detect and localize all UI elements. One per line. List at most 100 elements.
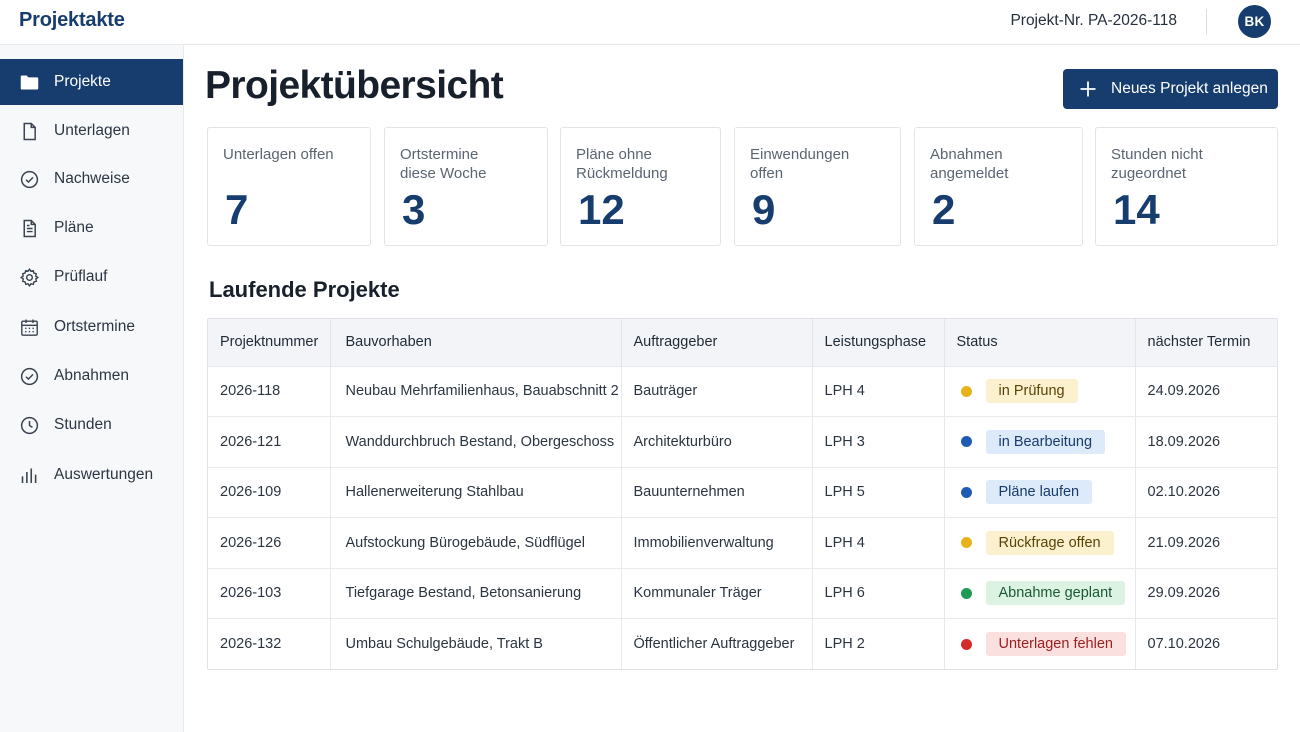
page-title: Projektübersicht	[205, 64, 504, 107]
status-dot-icon	[960, 537, 972, 549]
kpi-value: 2	[932, 186, 956, 233]
column-header-auftraggeber[interactable]: Auftraggeber	[621, 319, 813, 366]
check-circle-icon	[18, 168, 40, 190]
new-project-button[interactable]: Neues Projekt anlegen	[1063, 69, 1278, 109]
cell-naechster-termin: 21.09.2026	[1135, 517, 1277, 568]
kpi-value: 7	[225, 186, 249, 233]
column-header-projektnummer[interactable]: Projektnummer	[208, 319, 331, 366]
kpi-value: 3	[402, 186, 426, 233]
table-row[interactable]: 2026-109 Hallenerweiterung Stahlbau Bauunt…	[208, 466, 1277, 518]
cell-projektnummer: 2026-118	[208, 365, 331, 417]
cell-status: Abnahme geplant	[944, 567, 1136, 619]
kpi-value: 14	[1113, 186, 1160, 233]
status-dot-icon	[960, 385, 972, 397]
cell-status: in Bearbeitung	[944, 416, 1136, 467]
cell-naechster-termin: 02.10.2026	[1135, 466, 1277, 518]
kpi-card-plaene[interactable]: Pläne ohne Rückmeldung 12	[560, 127, 721, 246]
status-badge: Pläne laufen	[985, 480, 1093, 505]
status-dot-icon	[960, 486, 972, 498]
main-content: Projektübersicht Neues Projekt anlegen U…	[184, 45, 1300, 732]
table-row[interactable]: 2026-126 Aufstockung Bürogebäude, Südflüg…	[208, 517, 1277, 568]
cell-bauvorhaben: Tiefgarage Bestand, Betonsanierung	[330, 567, 622, 619]
cell-leistungsphase: LPH 4	[812, 517, 945, 568]
plus-icon	[1077, 78, 1099, 100]
sidebar-item-prueflauf[interactable]: Prüflauf	[0, 254, 183, 300]
cell-leistungsphase: LPH 2	[812, 618, 945, 669]
kpi-label: Ortstermine diese Woche	[400, 146, 487, 182]
section-title: Laufende Projekte	[209, 277, 400, 302]
sidebar: Projekte Unterlagen Nachweise Pläne Prüf…	[0, 45, 184, 732]
table-row[interactable]: 2026-121 Wanddurchbruch Bestand, Obergesc…	[208, 416, 1277, 467]
column-header-status[interactable]: Status	[944, 319, 1136, 366]
cell-bauvorhaben: Wanddurchbruch Bestand, Obergeschoss	[330, 416, 622, 467]
cell-projektnummer: 2026-109	[208, 466, 331, 518]
cell-projektnummer: 2026-126	[208, 517, 331, 568]
kpi-label: Stunden nicht zugeordnet	[1111, 146, 1203, 182]
project-number: Projekt-Nr. PA-2026-118	[1010, 12, 1177, 29]
sidebar-item-abnahmen[interactable]: Abnahmen	[0, 353, 183, 399]
kpi-card-einwendungen[interactable]: Einwendungen offen 9	[734, 127, 901, 246]
status-badge: Abnahme geplant	[985, 581, 1126, 606]
cell-status: in Prüfung	[944, 365, 1136, 417]
bar-chart-icon	[18, 464, 40, 486]
sidebar-item-projekte[interactable]: Projekte	[0, 59, 183, 105]
sidebar-item-plaene[interactable]: Pläne	[0, 205, 183, 251]
kpi-label: Einwendungen offen	[750, 146, 850, 182]
cell-naechster-termin: 24.09.2026	[1135, 365, 1277, 417]
avatar[interactable]: BK	[1238, 5, 1271, 38]
cell-auftraggeber: Architekturbüro	[621, 416, 813, 467]
kpi-label: Pläne ohne Rückmeldung	[576, 146, 668, 182]
app-title[interactable]: Projektakte	[19, 9, 125, 31]
status-badge: Unterlagen fehlen	[985, 632, 1126, 656]
table-row[interactable]: 2026-132 Umbau Schulgebäude, Trakt B Öffen…	[208, 618, 1277, 669]
column-header-leistungsphase[interactable]: Leistungsphase	[812, 319, 945, 366]
cell-auftraggeber: Immobilienverwaltung	[621, 517, 813, 568]
table-row[interactable]: 2026-118 Neubau Mehrfamilienhaus, Bauabsc…	[208, 365, 1277, 417]
status-badge: in Prüfung	[985, 379, 1078, 404]
column-header-naechster-termin[interactable]: nächster Termin	[1147, 334, 1251, 351]
kpi-card-stunden[interactable]: Stunden nicht zugeordnet 14	[1095, 127, 1278, 246]
kpi-card-abnahmen[interactable]: Abnahmen angemeldet 2	[914, 127, 1083, 246]
cell-projektnummer: 2026-132	[208, 618, 331, 669]
sidebar-item-label: Abnahmen	[54, 367, 129, 384]
table-row[interactable]: 2026-103 Tiefgarage Bestand, Betonsanieru…	[208, 567, 1277, 619]
sidebar-item-label: Auswertungen	[54, 466, 154, 483]
sidebar-item-label: Nachweise	[54, 170, 130, 187]
projects-table: Projektnummer Bauvorhaben Auftraggeber L…	[207, 318, 1278, 670]
column-header-bauvorhaben[interactable]: Bauvorhaben	[330, 319, 622, 366]
cell-bauvorhaben: Umbau Schulgebäude, Trakt B	[330, 618, 622, 669]
folder-icon	[18, 71, 40, 93]
cell-status: Rückfrage offen	[944, 517, 1136, 568]
status-dot-icon	[960, 638, 972, 650]
sidebar-item-auswertungen[interactable]: Auswertungen	[0, 452, 183, 498]
status-badge: Rückfrage offen	[985, 530, 1114, 555]
sidebar-item-ortstermine[interactable]: Ortstermine	[0, 304, 183, 350]
cell-bauvorhaben: Aufstockung Bürogebäude, Südflügel	[330, 517, 622, 568]
calendar-icon	[18, 316, 40, 338]
divider	[1206, 9, 1207, 35]
cell-naechster-termin: 07.10.2026	[1135, 618, 1277, 669]
cell-status: Pläne laufen	[944, 466, 1136, 518]
status-badge: in Bearbeitung	[985, 429, 1106, 454]
sidebar-item-label: Unterlagen	[54, 122, 130, 139]
sidebar-item-stunden[interactable]: Stunden	[0, 402, 183, 448]
kpi-label: Abnahmen angemeldet	[930, 146, 1009, 182]
kpi-label: Unterlagen offen	[223, 146, 334, 163]
sidebar-item-unterlagen[interactable]: Unterlagen	[0, 108, 183, 154]
gear-icon	[18, 266, 40, 288]
kpi-card-ortstermine[interactable]: Ortstermine diese Woche 3	[384, 127, 548, 246]
cell-projektnummer: 2026-121	[208, 416, 331, 467]
sidebar-item-label: Projekte	[54, 73, 111, 90]
sidebar-item-nachweise[interactable]: Nachweise	[0, 156, 183, 202]
cell-projektnummer: 2026-103	[208, 567, 331, 619]
kpi-card-unterlagen-offen[interactable]: Unterlagen offen 7	[207, 127, 371, 246]
cell-leistungsphase: LPH 3	[812, 416, 945, 467]
cell-leistungsphase: LPH 4	[812, 365, 945, 417]
status-dot-icon	[960, 436, 972, 448]
sidebar-item-label: Prüflauf	[54, 268, 108, 285]
kpi-value: 12	[578, 186, 625, 233]
cell-status: Unterlagen fehlen	[944, 618, 1136, 669]
check-circle-icon	[18, 365, 40, 387]
cell-naechster-termin: 18.09.2026	[1135, 416, 1277, 467]
cell-leistungsphase: LPH 6	[812, 567, 945, 619]
